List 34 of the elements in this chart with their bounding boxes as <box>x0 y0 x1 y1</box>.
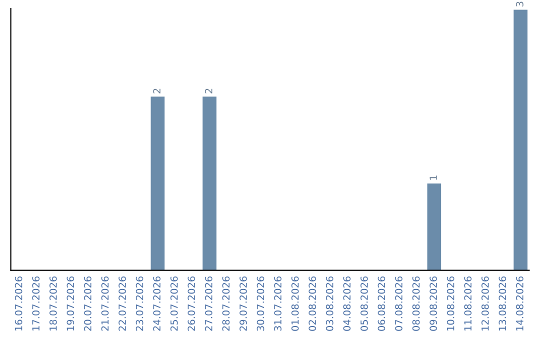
x-tick-label: 22.07.2026 <box>118 276 126 331</box>
x-tick-label: 23.07.2026 <box>136 276 144 331</box>
x-tick-label: 24.07.2026 <box>153 276 160 331</box>
x-tick-label: 09.08.2026 <box>430 276 437 331</box>
x-tick-label: 20.07.2026 <box>84 276 92 331</box>
x-tick-label: 17.07.2026 <box>32 276 40 330</box>
x-tick-label: 16.07.2026 <box>14 276 22 330</box>
x-tick-label: 07.08.2026 <box>395 276 402 331</box>
x-tick-label: 03.08.2026 <box>326 276 334 331</box>
x-tick-label: 13.08.2026 <box>498 276 506 330</box>
x-tick-label: 19.07.2026 <box>66 276 74 330</box>
x-tick-label: 29.07.2026 <box>240 276 247 331</box>
x-tick-label: 04.08.2026 <box>343 276 351 331</box>
x-tick-label: 12.08.2026 <box>481 276 489 330</box>
x-tick-label: 02.08.2026 <box>308 276 316 331</box>
x-tick-label: 25.07.2026 <box>170 276 178 331</box>
x-tick-label: 18.07.2026 <box>49 276 57 330</box>
x-tick-label: 10.08.2026 <box>446 276 454 330</box>
data-label: 2 <box>204 88 212 94</box>
data-label: 3 <box>516 2 524 6</box>
data-label: 1 <box>430 176 437 180</box>
x-tick-label: 30.07.2026 <box>256 276 264 331</box>
x-tick-label: 26.07.2026 <box>188 276 196 331</box>
x-tick-label: 05.08.2026 <box>360 276 368 331</box>
data-label: 2 <box>153 88 160 94</box>
x-tick-label: 08.08.2026 <box>412 276 420 331</box>
x-tick-label: 28.07.2026 <box>222 276 230 331</box>
x-tick-label: 21.07.2026 <box>101 276 109 331</box>
x-tick-label: 27.07.2026 <box>204 276 212 331</box>
x-tick-label: 11.08.2026 <box>464 276 472 330</box>
x-tick-label: 31.07.2026 <box>274 276 282 331</box>
x-tick-label: 06.08.2026 <box>378 276 386 331</box>
x-tick-label: 14.08.2026 <box>516 276 524 330</box>
x-tick-label: 01.08.2026 <box>291 276 299 331</box>
